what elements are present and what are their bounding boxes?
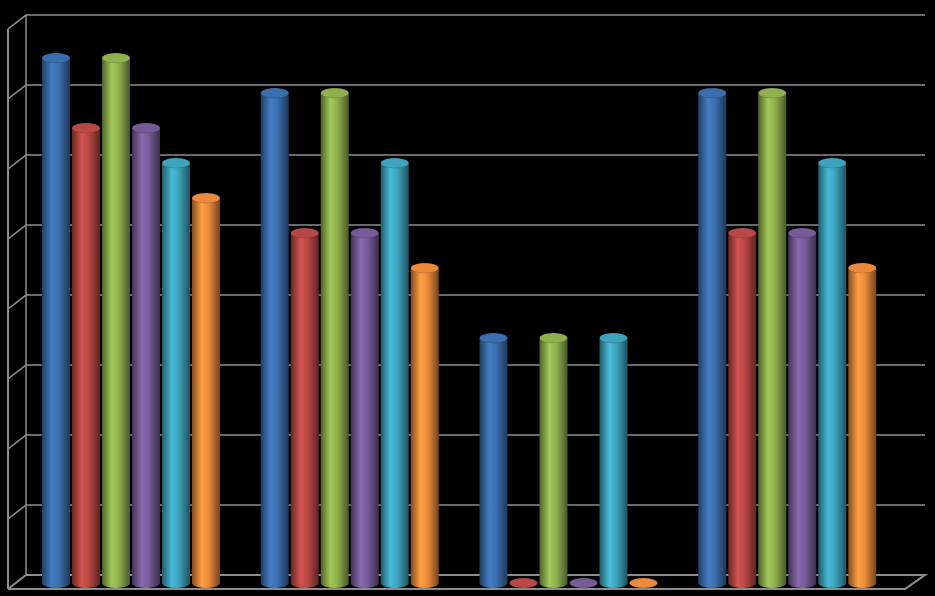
cylinder: [788, 227, 817, 588]
cylinder-body: [788, 233, 817, 583]
cylinder-base: [539, 578, 568, 588]
cylinder-top: [71, 122, 101, 134]
cylinder: [410, 262, 439, 588]
cylinder-top: [350, 227, 379, 239]
cylinder-body: [539, 338, 568, 583]
cylinder-top: [629, 577, 658, 589]
cylinder-body: [350, 233, 379, 583]
cylinder-body: [132, 128, 160, 583]
cylinder-top: [479, 332, 508, 344]
cylinder-body: [320, 93, 349, 583]
cylinder-base: [72, 578, 100, 588]
cylinder-base: [728, 578, 757, 588]
cylinder: [290, 227, 319, 588]
cylinder-base: [380, 578, 409, 588]
cylinder-top: [599, 332, 628, 344]
cylinder-top: [698, 87, 727, 99]
cylinder-top: [509, 577, 538, 589]
cylinder-body: [162, 163, 190, 583]
cylinder-base: [788, 578, 817, 588]
cylinder-top: [380, 157, 409, 169]
cylinder-base: [698, 578, 727, 588]
cylinder-top: [788, 227, 817, 239]
cylinder-body: [72, 128, 100, 583]
cylinder-base: [192, 578, 220, 588]
grid-line: [7, 224, 925, 240]
cylinder: [320, 87, 349, 588]
cylinder-base: [758, 578, 787, 588]
cylinder: [71, 122, 101, 588]
cylinder-body: [599, 338, 628, 583]
cylinder-top: [410, 262, 439, 274]
cylinder: [848, 262, 877, 588]
cylinder: [350, 227, 379, 588]
cylinder: [161, 157, 191, 588]
cylinder-top: [101, 52, 131, 64]
cylinder: [41, 52, 71, 588]
cylinder-body: [290, 233, 319, 583]
grid-line: [7, 14, 925, 30]
cylinder-base: [848, 578, 877, 588]
cylinder-body: [479, 338, 508, 583]
cylinder: [479, 332, 508, 588]
cylinder-body: [818, 163, 847, 583]
cylinder-body: [192, 198, 220, 583]
cylinder-top: [848, 262, 877, 274]
cylinder-top: [758, 87, 787, 99]
cylinder-top: [569, 577, 598, 589]
cylinder-base: [818, 578, 847, 588]
cylinder-base: [162, 578, 190, 588]
cylinder-top: [260, 87, 289, 99]
cylinder: [599, 332, 628, 588]
cylinder: [509, 577, 538, 589]
cylinder-top: [728, 227, 757, 239]
cylinder-base: [479, 578, 508, 588]
cylinder: [260, 87, 289, 588]
cylinder-top: [191, 192, 221, 204]
cylinder-base: [260, 578, 289, 588]
cylinder-body: [728, 233, 757, 583]
cylinder-body: [102, 58, 130, 583]
cylinder-top: [290, 227, 319, 239]
cylinder-base: [320, 578, 349, 588]
cylinder: [629, 577, 658, 589]
cylinder-base: [599, 578, 628, 588]
cylinder-body: [410, 268, 439, 583]
cylinder-top: [818, 157, 847, 169]
cylinder-body: [380, 163, 409, 583]
grid-line: [7, 84, 925, 100]
cylinder: [539, 332, 568, 588]
cylinder: [191, 192, 221, 588]
cylinder-top: [539, 332, 568, 344]
cylinder-top: [131, 122, 161, 134]
cylinder: [101, 52, 131, 588]
grid-line: [7, 294, 925, 310]
cylinder-top: [320, 87, 349, 99]
cylinder-base: [410, 578, 439, 588]
cylinder-base: [350, 578, 379, 588]
grid-line: [7, 154, 925, 170]
cylinder: [698, 87, 727, 588]
cylinder: [758, 87, 787, 588]
cylinder-top: [161, 157, 191, 169]
cylinder-body: [848, 268, 877, 583]
cylinder: [818, 157, 847, 588]
cylinder: [131, 122, 161, 588]
cylinder-base: [42, 578, 70, 588]
cylinder-base: [290, 578, 319, 588]
cylinder-body: [42, 58, 70, 583]
cylinder: [569, 577, 598, 589]
cylinder-body: [260, 93, 289, 583]
cylinder: [728, 227, 757, 588]
cylinder-top: [41, 52, 71, 64]
cylinder: [380, 157, 409, 588]
cylinder-body: [698, 93, 727, 583]
cylinder-base: [132, 578, 160, 588]
cylinder-base: [102, 578, 130, 588]
cylinder-body: [758, 93, 787, 583]
